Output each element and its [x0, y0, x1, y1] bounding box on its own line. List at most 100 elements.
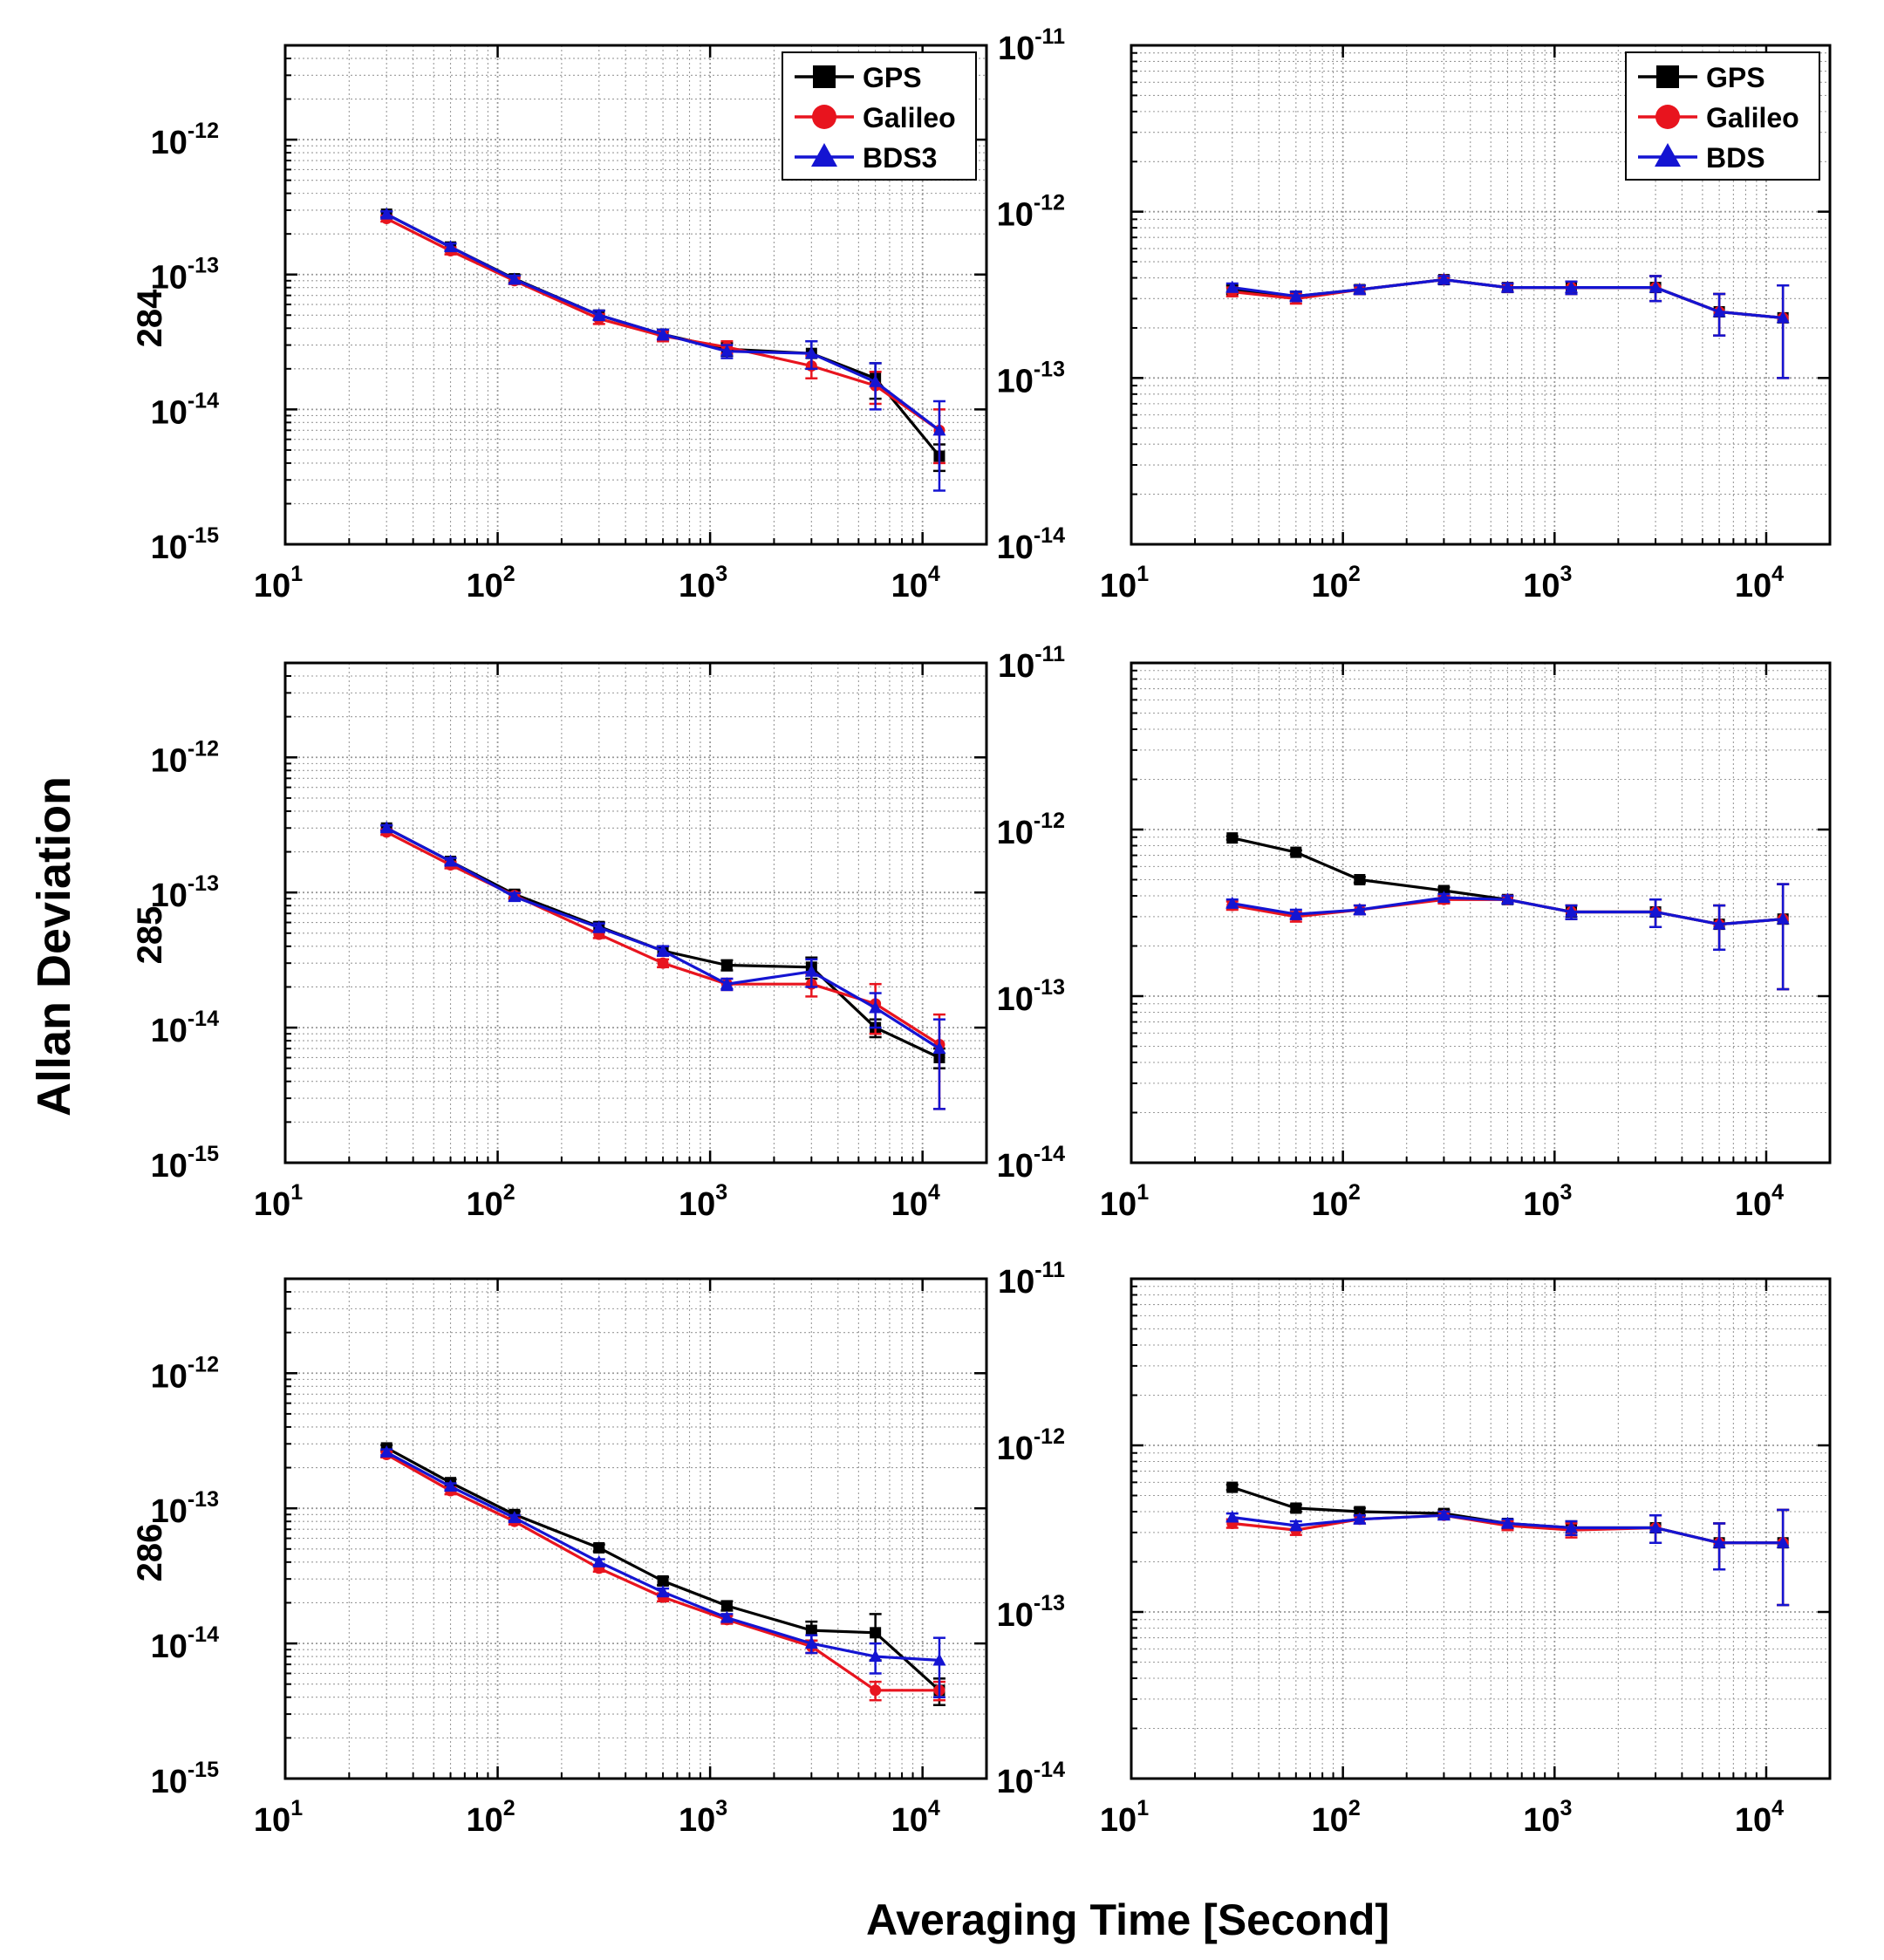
figure-ylabel: Allan Deviation	[28, 776, 80, 1117]
plot-286-left-ytick-base: 10	[151, 1629, 188, 1665]
plot-286-left-xtick-base: 10	[254, 1802, 290, 1839]
plot-285-left-series-bds-point	[508, 890, 522, 903]
row-label-284: 284	[131, 289, 169, 347]
plot-284-left-legend-entry-bds-label: BDS3	[863, 142, 937, 174]
plot-286-left-ytick-label: 10-12	[151, 1352, 219, 1395]
plot-284-right-xtick-label: 103	[1523, 562, 1572, 604]
plot-286-right-xtick-label: 103	[1523, 1796, 1572, 1839]
plot-285-left-ytick-label: 10-12	[151, 736, 219, 779]
plot-284-right-ytick-base: 10	[997, 363, 1034, 400]
plot-286-left-xtick-exp: 4	[928, 1796, 940, 1820]
plot-285-left-ytick-exp: -14	[188, 1007, 219, 1031]
plot-286-left-series-bds-point	[444, 1479, 458, 1492]
plot-286-left-series-bds-point	[656, 1585, 670, 1598]
plot-284-left: 101 102 103 10410-1510-1410-1310-12GPSGalil…	[151, 44, 988, 604]
plot-286-right-ytick-base: 10	[997, 1597, 1034, 1634]
plot-285-right-data	[1225, 832, 1790, 991]
plot-286-left-xtick-exp: 3	[715, 1796, 727, 1820]
plot-285-left-ytick-exp: -15	[188, 1142, 219, 1166]
plot-285-right-series-bds-point	[1500, 892, 1514, 905]
plot-284-right: 101 102 103 10410-1410-1310-1210-11GPSGalil…	[997, 24, 1832, 604]
plot-284-right-frame	[1130, 44, 1832, 546]
plot-284-right-ytick-label: 10-11	[998, 24, 1065, 67]
plot-284-left-series-bds-point	[804, 346, 818, 359]
plot-284-left-legend-entry-gps-label: GPS	[863, 62, 922, 93]
plot-284-left-ytick-exp: -14	[188, 388, 219, 413]
plot-284-right-legend-entry-bds-marker	[1655, 143, 1681, 167]
plot-284-left-legend-entry-galileo-label: Galileo	[863, 102, 956, 133]
plot-285-left-series-bds-point	[656, 944, 670, 957]
plot-284-left-legend-entry-gps-marker	[813, 65, 836, 88]
plot-285-left-xtick-base: 10	[254, 1186, 290, 1223]
plot-286-left-xtick-label: 102	[466, 1796, 515, 1839]
plot-286-left-series-bds-point	[804, 1636, 818, 1649]
plot-284-right-ytick-base: 10	[997, 529, 1034, 566]
subplots: 101 102 103 10410-1510-1410-1310-12GPSGalil…	[151, 24, 1832, 1839]
plot-285-right-ytick-exp: -11	[1034, 642, 1065, 666]
plot-285-right-series-gps-point	[1226, 832, 1239, 844]
plot-286-left-ytick-base: 10	[151, 1764, 188, 1800]
plot-285-left-ytick-base: 10	[151, 1013, 188, 1049]
plot-286-right-data	[1225, 1481, 1790, 1607]
plot-284-right-legend-entry-galileo-marker	[1655, 105, 1680, 129]
figure-xlabel: Averaging Time [Second]	[866, 1895, 1389, 1944]
plot-284-right-xtick-label: 102	[1312, 562, 1361, 604]
plot-286-right-series-bds-point	[1712, 1535, 1726, 1548]
plot-285-right-xtick-base: 10	[1735, 1186, 1771, 1223]
plot-284-left-xtick-exp: 2	[503, 562, 515, 586]
plot-284-left-series-bds-point	[592, 308, 606, 321]
plot-286-left-data	[379, 1442, 946, 1706]
plot-284-left-legend: GPS Galileo BDS3	[782, 51, 977, 181]
plot-284-right-ytick-label: 10-13	[997, 357, 1065, 400]
plot-284-right-ytick-base: 10	[998, 31, 1034, 67]
plot-286-right-ytick-label: 10-13	[997, 1591, 1065, 1634]
plot-285-left-ytick-base: 10	[151, 878, 188, 914]
plot-284-left-series-bds-point	[932, 423, 946, 436]
plot-285-right-xtick-exp: 2	[1348, 1180, 1361, 1205]
plot-284-right-series-bds-point	[1500, 280, 1514, 293]
plot-284-right-series-bds-point	[1712, 304, 1726, 318]
plot-284-left-series-bds-point	[869, 374, 883, 387]
plot-285-left-xtick-base: 10	[466, 1186, 502, 1223]
plot-285-right-xtick-exp: 4	[1771, 1180, 1784, 1205]
plot-284-left-series-bds-point	[379, 207, 393, 220]
plot-285-right-ytick-base: 10	[998, 648, 1034, 685]
plot-286-right-series-gps-point	[1226, 1481, 1239, 1493]
plot-284-right-legend-entry-galileo-label: Galileo	[1706, 102, 1799, 133]
plot-286-left-series-bds	[379, 1444, 946, 1698]
plot-284-left-legend-entry-bds: BDS3	[795, 142, 937, 174]
plot-285-right-ytick-exp: -12	[1034, 809, 1065, 833]
plot-286-right-xtick-base: 10	[1312, 1802, 1348, 1839]
plot-284-left-xtick-label: 101	[254, 562, 303, 604]
plot-286-right-series-bds-point	[1776, 1535, 1790, 1548]
plot-286-right-ytick-label: 10-12	[997, 1424, 1065, 1467]
plot-286-right-ytick-label: 10-11	[998, 1258, 1065, 1301]
plot-284-right-legend-entry-gps-label: GPS	[1706, 62, 1765, 93]
plot-285-right-ytick-label: 10-12	[997, 809, 1065, 851]
plot-284-left-series-bds-point	[720, 344, 734, 357]
plot-286-right-xtick-exp: 3	[1560, 1796, 1572, 1820]
plot-285-right-xtick-label: 101	[1100, 1180, 1149, 1223]
plot-286-right-ytick-base: 10	[997, 1764, 1034, 1800]
plot-286-right-series-bds-point	[1437, 1508, 1451, 1521]
plot-286-right-series-bds-point	[1289, 1518, 1303, 1531]
plot-284-left-xtick-exp: 4	[928, 562, 940, 586]
plot-284-left-ytick-base: 10	[151, 529, 188, 566]
plot-285-right-ytick-exp: -13	[1034, 975, 1065, 1000]
plot-286-right-series-bds	[1225, 1508, 1790, 1607]
plot-284-right-ytick-base: 10	[997, 197, 1034, 234]
plot-286-right-ytick-label: 10-14	[997, 1758, 1066, 1800]
plot-286-left-series-bds-point	[720, 1610, 734, 1623]
plot-284-right-series-bds-point	[1776, 311, 1790, 324]
plot-286-left-series-galileo-point	[870, 1684, 882, 1697]
plot-284-right-legend-entry-bds-label: BDS	[1706, 142, 1765, 174]
plot-284-right-ytick-label: 10-12	[997, 191, 1065, 234]
plot-285-left-xtick-exp: 4	[928, 1180, 940, 1205]
plot-286-left-xtick-base: 10	[679, 1802, 715, 1839]
plot-284-left-legend-entry-gps: GPS	[795, 62, 922, 93]
plot-285-left-series-galileo-point	[657, 957, 669, 969]
plot-285-right-ytick-label: 10-11	[998, 642, 1065, 685]
plot-284-left-ytick-base: 10	[151, 260, 188, 297]
